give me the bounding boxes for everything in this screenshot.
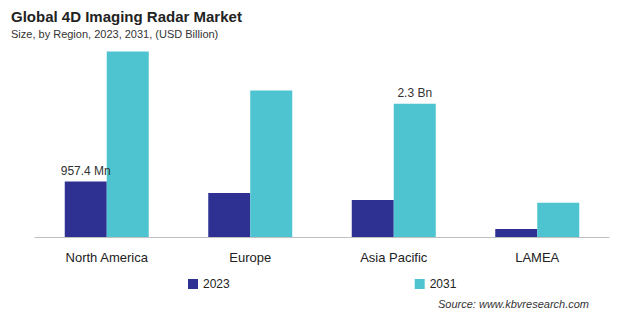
svg-text:957.4 Mn: 957.4 Mn [61, 164, 111, 178]
svg-text:Global 4D Imaging Radar Market: Global 4D Imaging Radar Market [11, 8, 242, 25]
svg-text:2.3 Bn: 2.3 Bn [397, 86, 432, 100]
svg-text:2023: 2023 [203, 277, 230, 291]
svg-text:Source: www.kbvresearch.com: Source: www.kbvresearch.com [438, 298, 589, 310]
svg-text:Europe: Europe [229, 250, 271, 265]
svg-text:Asia Pacific: Asia Pacific [360, 250, 428, 265]
svg-text:Size, by Region, 2023, 2031, (: Size, by Region, 2023, 2031, (USD Billio… [11, 28, 218, 40]
svg-text:North America: North America [66, 250, 149, 265]
svg-text:2031: 2031 [430, 277, 457, 291]
svg-text:LAMEA: LAMEA [515, 250, 559, 265]
